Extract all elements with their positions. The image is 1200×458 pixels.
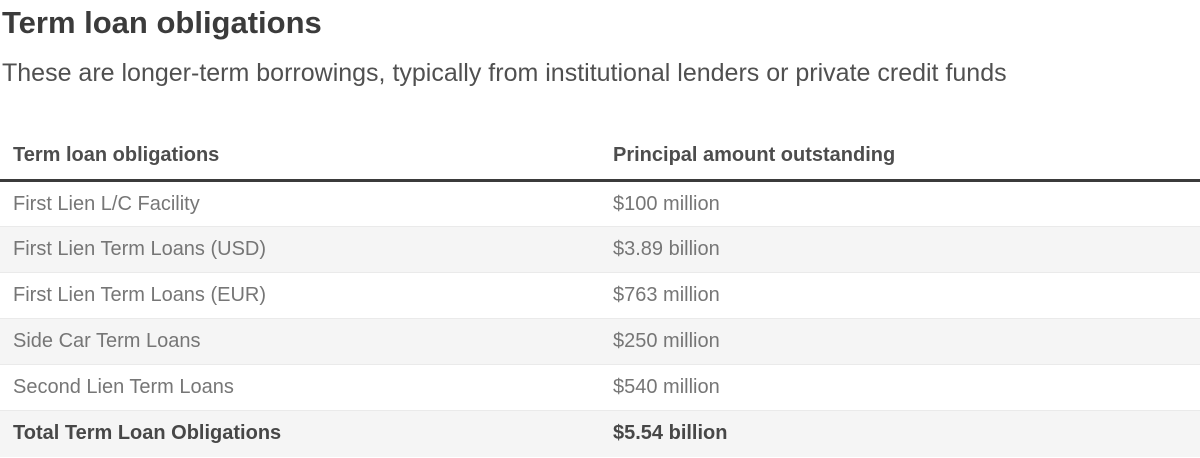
page-title: Term loan obligations bbox=[2, 5, 322, 40]
total-label-cell: Total Term Loan Obligations bbox=[0, 410, 600, 457]
loan-name-cell: First Lien Term Loans (USD) bbox=[0, 226, 600, 273]
table-header-row: Term loan obligations Principal amount o… bbox=[0, 132, 1200, 182]
table-body: First Lien L/C Facility $100 million Fir… bbox=[0, 181, 1200, 457]
loan-name-cell: Second Lien Term Loans bbox=[0, 364, 600, 411]
total-row: Total Term Loan Obligations $5.54 billio… bbox=[0, 410, 1200, 457]
page-subtitle: These are longer-term borrowings, typica… bbox=[2, 59, 1007, 87]
term-loan-obligations-section: Term loan obligations These are longer-t… bbox=[0, 5, 1200, 458]
table-row: First Lien Term Loans (USD) $3.89 billio… bbox=[0, 226, 1200, 273]
table-row: First Lien L/C Facility $100 million bbox=[0, 181, 1200, 227]
loan-name-cell: Side Car Term Loans bbox=[0, 318, 600, 365]
amount-cell: $250 million bbox=[600, 318, 1200, 365]
amount-cell: $100 million bbox=[613, 192, 720, 215]
amount-cell: $763 million bbox=[600, 272, 1200, 319]
table-header: Term loan obligations Principal amount o… bbox=[0, 132, 1200, 182]
loan-obligations-table: Term loan obligations Principal amount o… bbox=[0, 132, 1200, 457]
loan-name-cell: First Lien L/C Facility bbox=[13, 192, 200, 215]
loan-name-cell: First Lien Term Loans (EUR) bbox=[0, 272, 600, 319]
amount-cell: $540 million bbox=[600, 364, 1200, 411]
column-header-principal: Principal amount outstanding bbox=[600, 132, 1200, 182]
table-row: First Lien Term Loans (EUR) $763 million bbox=[0, 272, 1200, 319]
column-header-obligations: Term loan obligations bbox=[0, 132, 600, 182]
table-row: Second Lien Term Loans $540 million bbox=[0, 364, 1200, 411]
amount-cell: $3.89 billion bbox=[600, 226, 1200, 273]
table-row: Side Car Term Loans $250 million bbox=[0, 318, 1200, 365]
total-amount-cell: $5.54 billion bbox=[600, 410, 1200, 457]
